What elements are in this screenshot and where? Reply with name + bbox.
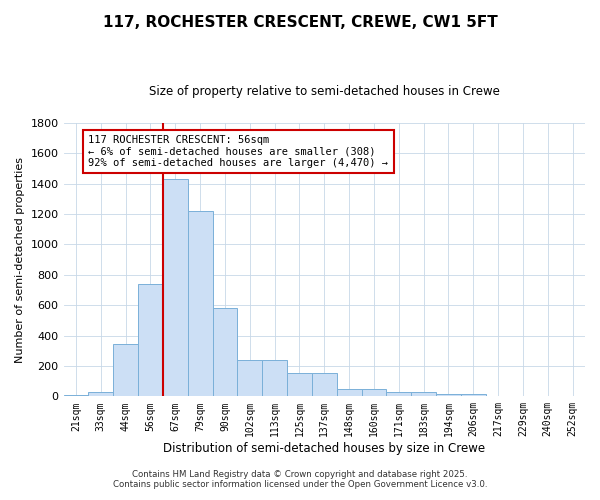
Bar bbox=[138, 284, 163, 397]
Text: 117, ROCHESTER CRESCENT, CREWE, CW1 5FT: 117, ROCHESTER CRESCENT, CREWE, CW1 5FT bbox=[103, 15, 497, 30]
Bar bbox=[188, 211, 212, 396]
Bar bbox=[88, 392, 113, 396]
Bar bbox=[337, 388, 362, 396]
Bar bbox=[287, 373, 312, 396]
Bar bbox=[238, 360, 262, 397]
Bar bbox=[436, 394, 461, 396]
Y-axis label: Number of semi-detached properties: Number of semi-detached properties bbox=[15, 156, 25, 362]
Text: 117 ROCHESTER CRESCENT: 56sqm
← 6% of semi-detached houses are smaller (308)
92%: 117 ROCHESTER CRESCENT: 56sqm ← 6% of se… bbox=[88, 135, 388, 168]
Bar bbox=[262, 360, 287, 397]
X-axis label: Distribution of semi-detached houses by size in Crewe: Distribution of semi-detached houses by … bbox=[163, 442, 485, 455]
Bar bbox=[113, 344, 138, 397]
Bar bbox=[386, 392, 411, 396]
Bar bbox=[163, 179, 188, 396]
Bar bbox=[411, 392, 436, 396]
Text: Contains HM Land Registry data © Crown copyright and database right 2025.
Contai: Contains HM Land Registry data © Crown c… bbox=[113, 470, 487, 489]
Bar bbox=[212, 308, 238, 396]
Bar bbox=[362, 388, 386, 396]
Bar bbox=[312, 373, 337, 396]
Bar bbox=[461, 394, 485, 396]
Title: Size of property relative to semi-detached houses in Crewe: Size of property relative to semi-detach… bbox=[149, 85, 500, 98]
Bar bbox=[64, 395, 88, 396]
